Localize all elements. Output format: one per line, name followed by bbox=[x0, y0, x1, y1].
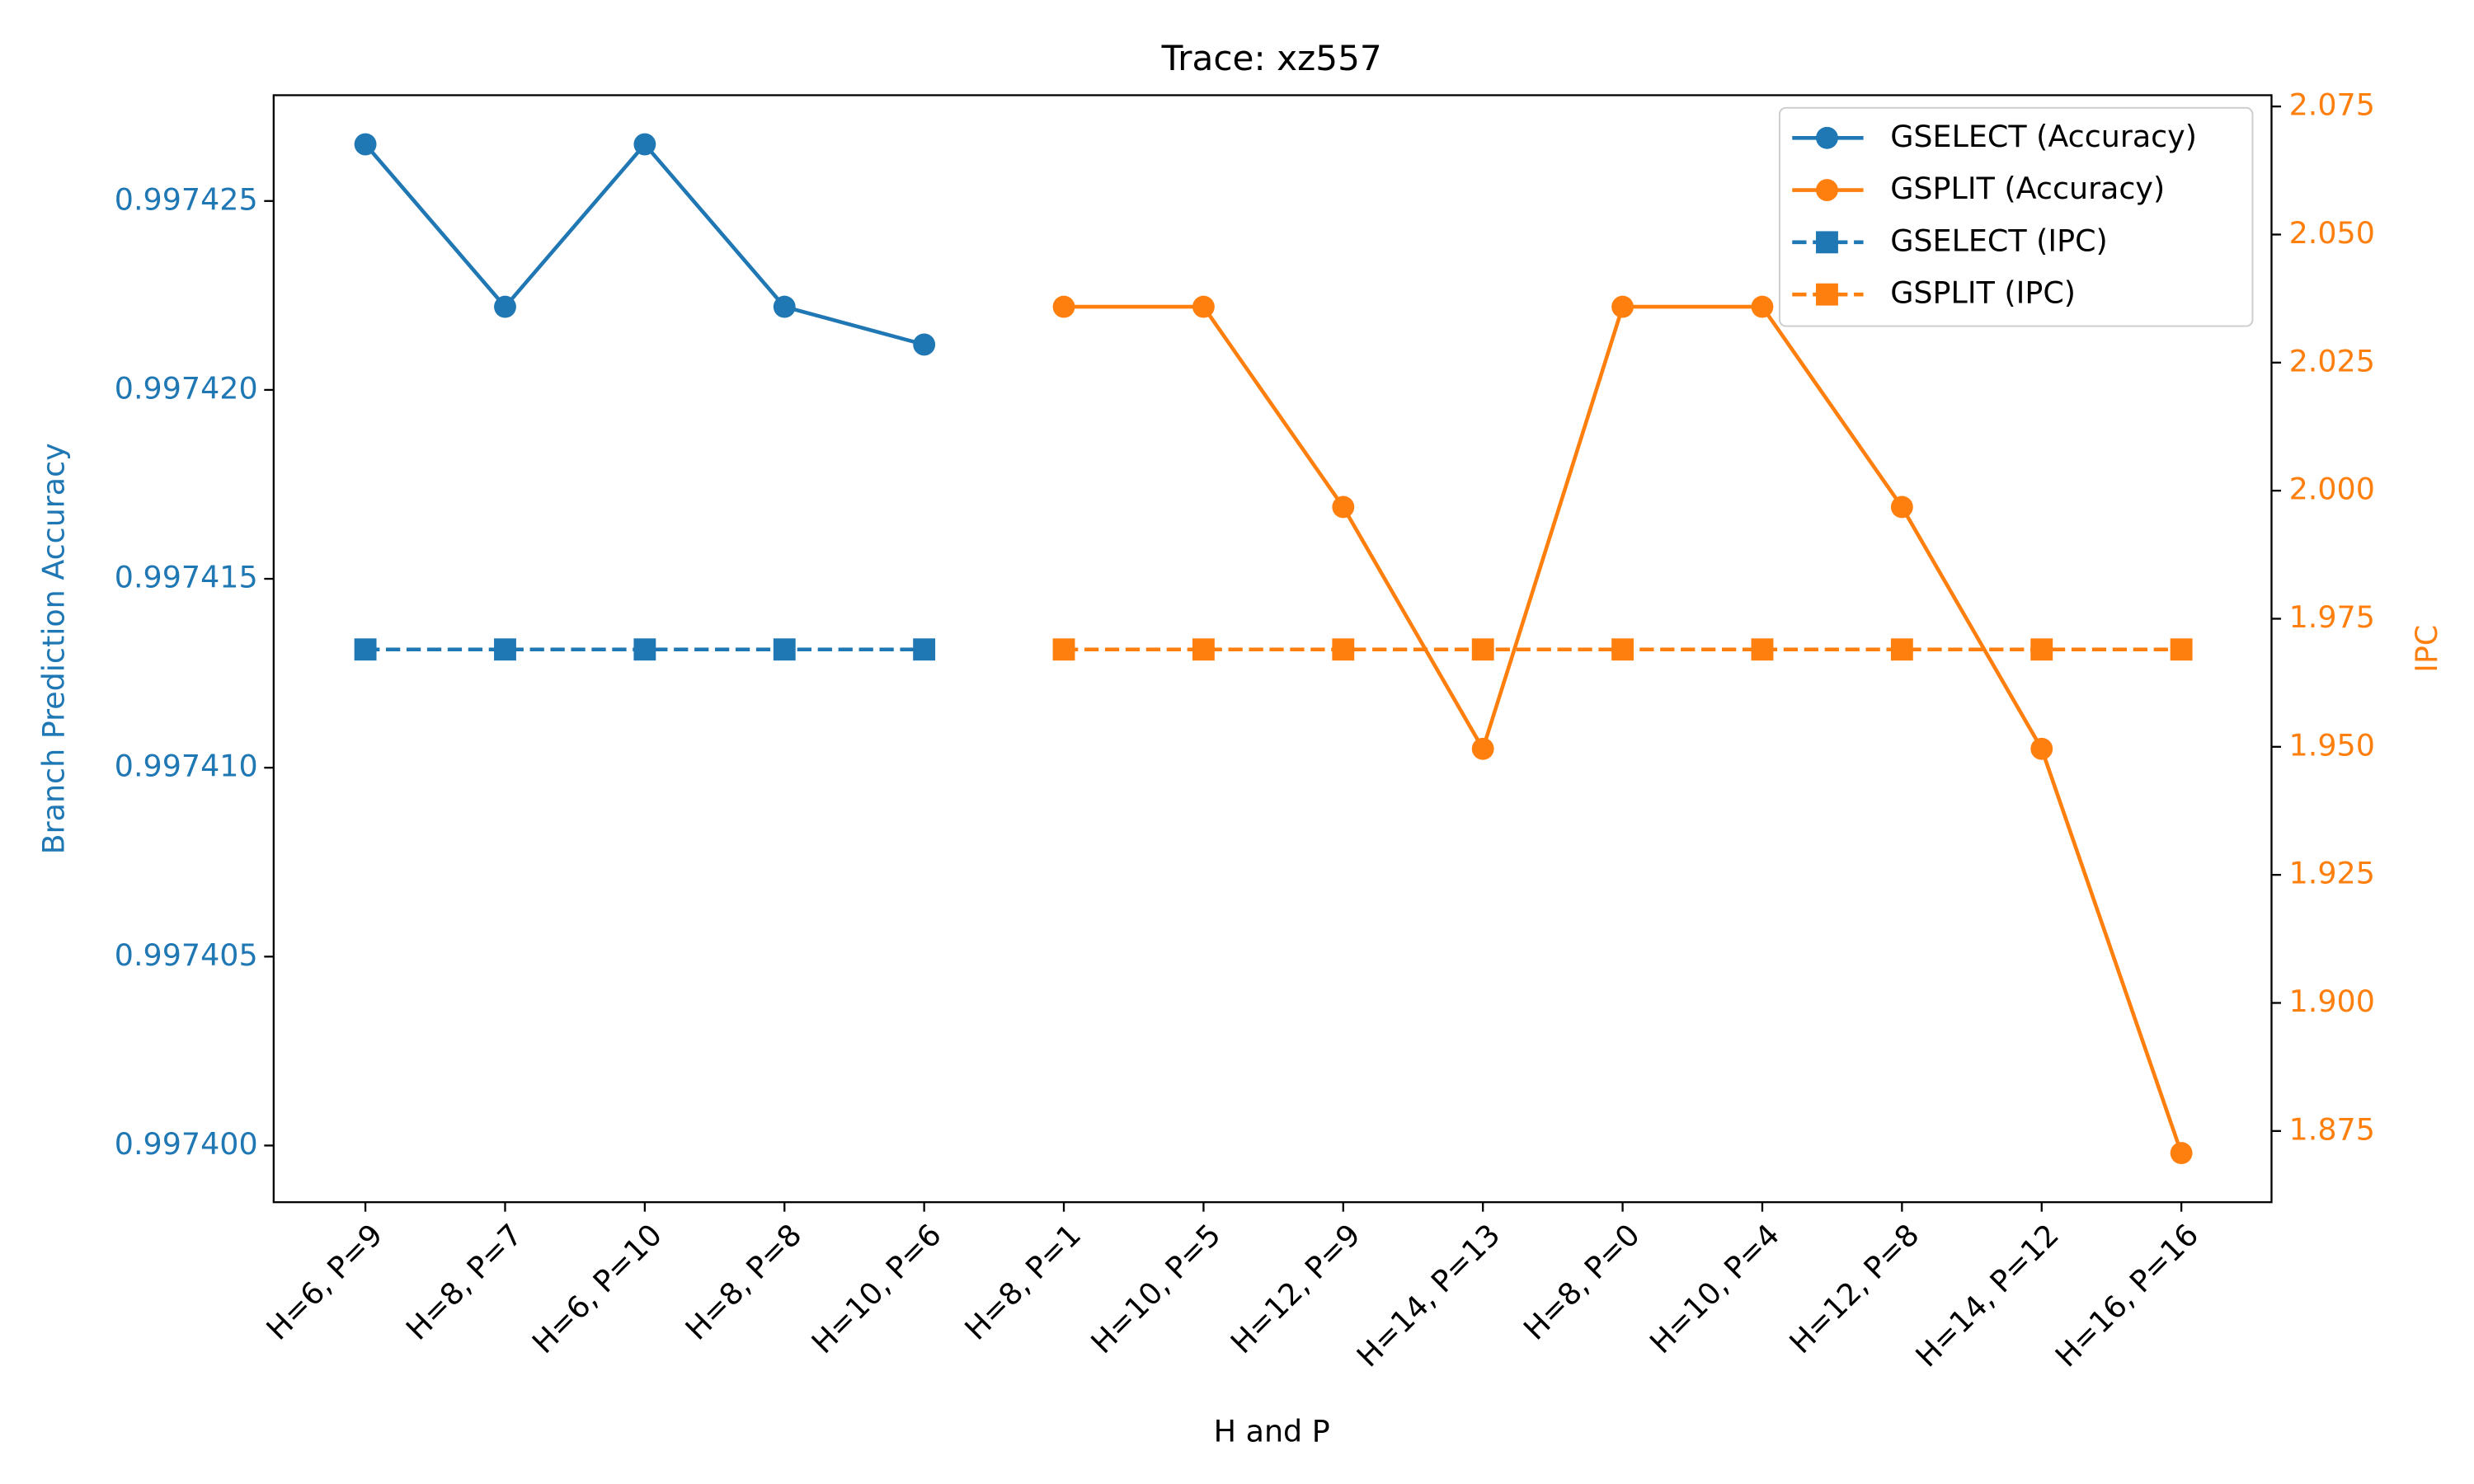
data-point bbox=[1192, 295, 1215, 318]
data-point bbox=[1751, 295, 1774, 318]
data-point bbox=[494, 295, 516, 318]
y2-tick-label: 1.925 bbox=[2289, 856, 2375, 891]
legend-label: GSELECT (IPC) bbox=[1890, 223, 2108, 258]
data-point bbox=[2170, 638, 2193, 661]
legend: GSELECT (Accuracy) GSPLIT (Accuracy) GSELE… bbox=[1778, 106, 2254, 327]
data-point bbox=[1471, 638, 1494, 661]
legend-label: GSELECT (Accuracy) bbox=[1890, 119, 2197, 154]
data-point bbox=[1471, 737, 1494, 760]
y-tick-label: 0.997415 bbox=[115, 560, 258, 595]
data-point bbox=[1611, 295, 1634, 318]
data-point bbox=[633, 133, 656, 156]
chart-title: Trace: xz557 bbox=[1161, 38, 1382, 78]
legend-label: GSPLIT (IPC) bbox=[1890, 275, 2076, 311]
y-tick-label: 0.997420 bbox=[115, 370, 258, 406]
y-tick-label: 0.997425 bbox=[115, 181, 258, 217]
data-point bbox=[773, 295, 796, 318]
data-point bbox=[354, 133, 377, 156]
y2-tick-label: 1.950 bbox=[2289, 727, 2375, 763]
y2-tick-label: 1.875 bbox=[2289, 1111, 2375, 1147]
legend-marker bbox=[1816, 126, 1838, 149]
legend-label: GSPLIT (Accuracy) bbox=[1890, 171, 2165, 206]
data-point bbox=[1890, 638, 1913, 661]
y2-tick-label: 2.075 bbox=[2289, 87, 2375, 123]
data-point bbox=[913, 638, 936, 661]
plot-frame bbox=[272, 94, 2273, 1204]
data-point bbox=[2170, 1142, 2193, 1165]
legend-marker bbox=[1816, 231, 1838, 254]
legend-box bbox=[1778, 106, 2254, 327]
data-point bbox=[1332, 638, 1355, 661]
data-point bbox=[2030, 737, 2053, 760]
y2-tick-label: 1.975 bbox=[2289, 599, 2375, 635]
data-point bbox=[913, 333, 936, 356]
data-point bbox=[1192, 638, 1215, 661]
legend-marker bbox=[1816, 283, 1838, 306]
data-point bbox=[354, 638, 377, 661]
data-point bbox=[1751, 638, 1774, 661]
y-tick-label: 0.997405 bbox=[115, 937, 258, 973]
y2-tick-label: 2.050 bbox=[2289, 215, 2375, 251]
y2-tick-label: 1.900 bbox=[2289, 984, 2375, 1019]
y-tick-label: 0.997400 bbox=[115, 1126, 258, 1162]
data-point bbox=[1890, 495, 1913, 519]
y-tick-label: 0.997410 bbox=[115, 749, 258, 784]
data-point bbox=[1611, 638, 1634, 661]
y2-axis-label: IPC bbox=[2409, 625, 2444, 673]
data-point bbox=[494, 638, 516, 661]
data-point bbox=[773, 638, 796, 661]
y2-tick-label: 2.025 bbox=[2289, 343, 2375, 378]
y-axis-label: Branch Prediction Accuracy bbox=[36, 443, 72, 854]
data-point bbox=[1052, 295, 1075, 318]
data-point bbox=[1332, 495, 1355, 519]
data-point bbox=[633, 638, 656, 661]
x-axis-label: H and P bbox=[1214, 1414, 1330, 1449]
legend-marker bbox=[1816, 179, 1838, 201]
data-point bbox=[1052, 638, 1075, 661]
y2-tick-label: 2.000 bbox=[2289, 472, 2375, 507]
data-point bbox=[2030, 638, 2053, 661]
